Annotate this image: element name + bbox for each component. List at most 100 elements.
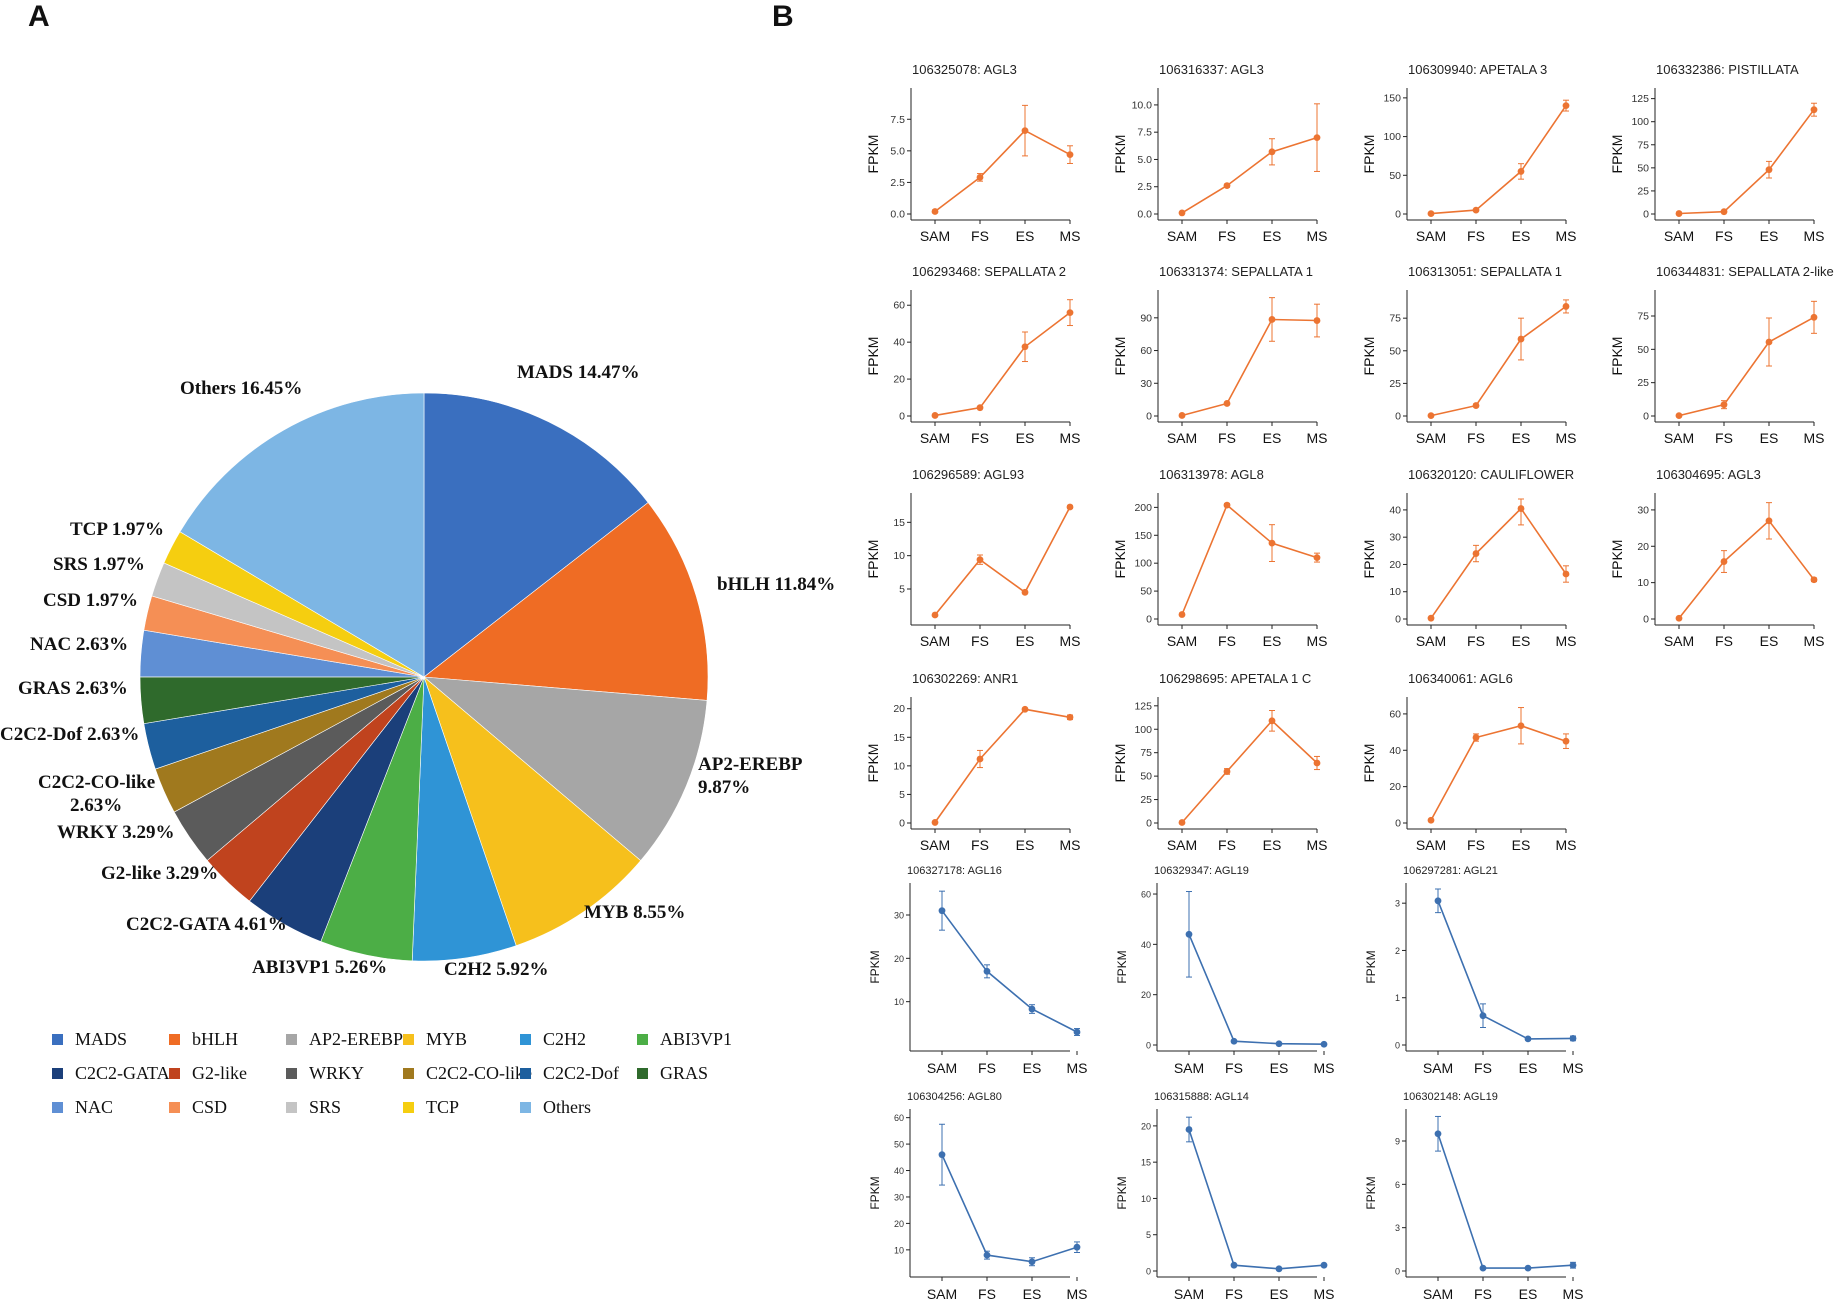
line-chart-panel: 106304256: AGL80 FPKM 10 20 30 40 50 60 SAM FS ES M… [868,1091,1088,1302]
x-tick-label: ES [1263,633,1282,649]
data-point [976,404,984,412]
legend-swatch [403,1067,414,1079]
series-line [1181,136,1318,214]
y-tick-label: 75 [1637,139,1649,151]
y-tick-label: 50 [894,1140,904,1150]
x-tick-label: SAM [920,837,950,853]
data-point [1028,1258,1036,1266]
pie-label: TCP 1.97% [70,519,164,540]
data-point [1275,1040,1283,1048]
pie-label: C2C2-CO-like [38,772,155,793]
y-tick-label: 5 [1146,1230,1151,1240]
legend-item: C2C2-CO-like [403,1063,532,1084]
x-tick-label: SAM [1167,430,1197,446]
data-point [1223,400,1231,407]
data-point [1073,1028,1081,1036]
y-axis-label: FPKM [1115,950,1129,983]
data-point [1810,313,1818,321]
y-tick-label: 30 [894,911,904,921]
x-tick-label: MS [1563,1060,1584,1076]
x-tick-label: FS [1715,228,1733,244]
pie-label: 9.87% [698,777,750,798]
y-tick-label: 1 [1395,993,1400,1003]
x-tick-label: SAM [1167,633,1197,649]
x-tick-label: SAM [1416,430,1446,446]
series-line [934,506,1071,616]
line-chart-title: 106293468: SEPALLATA 2 [912,264,1066,279]
line-chart-panel: 106320120: CAULIFLOWER FPKM 0 10 20 30 40 SAM FS… [1361,467,1577,649]
y-tick-label: 10 [894,997,904,1007]
data-point [1320,1040,1328,1048]
line-chart-panel: 106293468: SEPALLATA 2 FPKM 0 20 40 60 SAM FS ES… [865,264,1081,446]
x-tick-label: MS [1804,430,1825,446]
y-tick-label: 20 [894,1219,904,1229]
data-point [1178,819,1186,826]
data-point [1472,550,1480,557]
legend-swatch [637,1067,648,1079]
y-tick-label: 0 [1643,209,1649,221]
y-tick-label: 20 [1389,781,1401,793]
y-tick-label: 2.5 [1137,181,1152,193]
legend-label: bHLH [192,1028,238,1049]
series-line [941,1154,1078,1263]
y-tick-label: 0 [899,411,905,423]
legend-swatch [520,1101,531,1113]
line-chart-title: 106315888: AGL14 [1154,1091,1249,1103]
legend-item: G2-like [169,1063,286,1084]
x-tick-label: FS [978,1060,996,1076]
x-tick-label: FS [971,430,989,446]
legend-item: C2H2 [520,1029,637,1050]
y-tick-label: 0.0 [1137,209,1152,221]
line-chart-title: 106304256: AGL80 [907,1091,1002,1103]
data-point [1517,168,1525,175]
series-line [1678,519,1815,619]
pie-label: CSD 1.97% [43,590,138,611]
y-tick-label: 15 [1141,1158,1151,1168]
y-tick-label: 0.0 [890,209,905,221]
line-chart-panel: 106309940: APETALA 3 FPKM 0 50 100 150 SAM FS ES… [1361,62,1577,244]
x-tick-label: FS [1467,228,1485,244]
y-tick-label: 75 [1637,311,1649,323]
line-chart-panel: 106325078: AGL3 FPKM 0.0 2.5 5.0 7.5 SAM FS ES MS [865,62,1081,244]
data-point [1313,759,1321,767]
y-tick-label: 40 [1389,745,1401,757]
legend-item: AP2-EREBP [286,1029,403,1050]
y-tick-label: 10 [893,760,905,772]
y-tick-label: 100 [1383,131,1401,143]
y-tick-label: 30 [894,1192,904,1202]
y-tick-label: 9 [1395,1137,1400,1147]
series-line [934,129,1071,213]
pie-slice-mads [423,392,649,678]
legend-item: MYB [403,1029,520,1050]
y-axis-label: FPKM [1361,135,1377,174]
y-tick-label: 5.0 [1137,154,1152,166]
y-tick-label: 60 [893,300,905,312]
x-tick-label: MS [1307,228,1328,244]
y-tick-label: 60 [1389,708,1401,720]
x-tick-label: ES [1023,1286,1042,1302]
x-tick-label: MS [1067,1286,1088,1302]
data-point [1569,1034,1577,1042]
pie-label: C2C2-GATA 4.61% [126,914,287,935]
x-tick-label: FS [1467,633,1485,649]
x-tick-label: SAM [920,430,950,446]
y-axis-label: FPKM [1115,1176,1129,1209]
pie-label: ABI3VP1 5.26% [252,957,387,978]
legend-label: WRKY [309,1062,364,1083]
y-tick-label: 40 [894,1166,904,1176]
pie-label: NAC 2.63% [30,634,128,655]
data-point [1066,713,1074,721]
legend-item: Others [520,1097,637,1118]
data-point [976,755,984,763]
data-point [1268,539,1276,547]
data-point [1517,722,1525,730]
y-tick-label: 7.5 [1137,127,1152,139]
data-point [1472,734,1480,741]
y-tick-label: 0 [1146,1267,1151,1277]
y-tick-label: 3 [1395,1223,1400,1233]
x-tick-label: ES [1760,228,1779,244]
y-axis-label: FPKM [1361,744,1377,783]
data-point [1313,554,1321,562]
legend-label: C2C2-GATA [75,1062,170,1083]
x-tick-label: ES [1016,633,1035,649]
